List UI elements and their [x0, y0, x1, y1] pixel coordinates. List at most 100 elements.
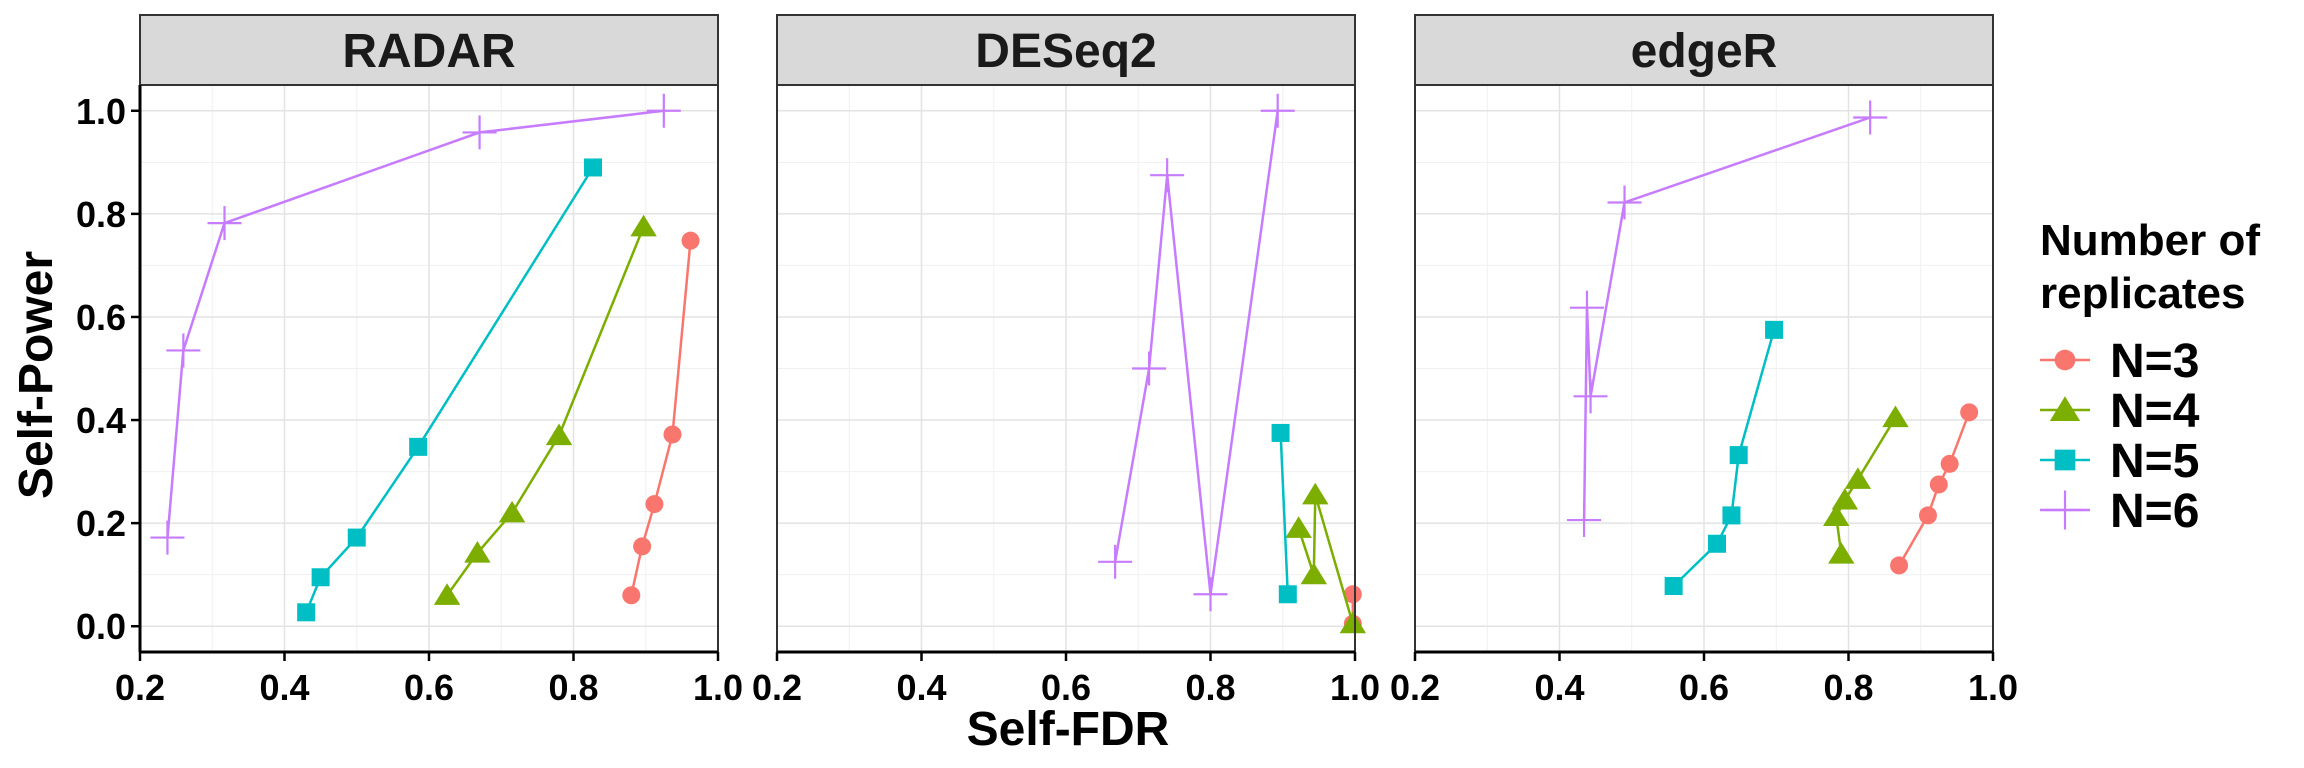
- data-point: [462, 115, 497, 150]
- legend-item-n4: N=4: [2040, 385, 2200, 438]
- legend-title: Number of: [2040, 216, 2260, 265]
- data-point: [1882, 405, 1909, 428]
- series-n6: [1098, 93, 1295, 612]
- data-point: [1193, 577, 1228, 612]
- data-point: [681, 231, 700, 250]
- x-tick-label: 0.8: [1185, 667, 1235, 708]
- data-point: [1132, 351, 1167, 386]
- x-tick-label: 0.8: [548, 667, 598, 708]
- data-point: [645, 495, 664, 514]
- y-tick-label: 0.0: [76, 606, 126, 647]
- data-point: [1285, 516, 1312, 538]
- data-point: [1940, 454, 1959, 473]
- facet-title: edgeR: [1631, 25, 1778, 78]
- data-point: [646, 93, 681, 128]
- y-tick-label: 0.4: [76, 400, 126, 441]
- data-point: [1708, 534, 1727, 553]
- series-n6: [150, 93, 681, 555]
- x-tick-label: 0.2: [115, 667, 165, 708]
- data-point: [150, 520, 185, 555]
- facet-title: RADAR: [342, 25, 515, 78]
- data-point: [663, 425, 682, 444]
- legend-key: [2049, 396, 2081, 422]
- data-point: [1150, 158, 1185, 193]
- data-point: [1844, 467, 1872, 489]
- series-n4: [1285, 482, 1367, 634]
- panels: RADAR 0.2 0.4 0.6 0.8 1.0 0.0 0.2 0.4 0.6 0.8 1.0 DE…: [76, 14, 2018, 708]
- series-n4: [433, 214, 657, 605]
- legend-key: [2054, 349, 2076, 371]
- series-line: [1297, 494, 1355, 624]
- data-point: [1278, 585, 1297, 604]
- y-tick-label: 0.2: [76, 503, 126, 544]
- x-tick-label: 0.4: [1534, 667, 1584, 708]
- panel-deseq2: DESeq2 0.2 0.4 0.6 0.8 1.0: [752, 14, 1380, 708]
- panel-edger: edgeR 0.2 0.4 0.6 0.8 1.0: [1390, 14, 2018, 708]
- legend-label: N=5: [2110, 435, 2199, 488]
- data-point: [630, 214, 657, 237]
- data-point: [1765, 320, 1784, 339]
- x-tick-label: 0.6: [404, 667, 454, 708]
- legend-label: N=6: [2110, 485, 2199, 538]
- x-tick-label: 0.4: [896, 667, 946, 708]
- x-tick-label: 0.8: [1823, 667, 1873, 708]
- data-point: [1302, 482, 1329, 505]
- x-tick-label: 1.0: [1968, 667, 2018, 708]
- legend-label: N=4: [2110, 385, 2200, 438]
- data-point: [1722, 506, 1741, 525]
- x-tick-label: 0.4: [259, 667, 309, 708]
- legend-key: [2054, 449, 2076, 471]
- data-point: [1664, 577, 1683, 596]
- data-point: [622, 586, 641, 605]
- series-n3: [1890, 403, 1979, 575]
- facet-strip: [139, 14, 719, 86]
- series-n5: [1271, 423, 1297, 604]
- data-point: [1853, 100, 1888, 135]
- data-point: [545, 423, 573, 446]
- data-point: [1567, 503, 1602, 538]
- legend-key: [2045, 490, 2085, 530]
- data-point: [1271, 423, 1290, 442]
- series-n6: [1567, 100, 1888, 538]
- data-point: [207, 206, 242, 241]
- legend-item-n3: N=3: [2040, 335, 2199, 388]
- legend-item-n6: N=6: [2040, 485, 2199, 538]
- x-tick-label: 1.0: [693, 667, 743, 708]
- x-tick-label: 0.6: [1679, 667, 1729, 708]
- facet-strip: [776, 14, 1356, 86]
- data-point: [1729, 446, 1748, 465]
- data-point: [584, 158, 603, 177]
- data-point: [464, 541, 491, 563]
- data-point: [633, 537, 652, 556]
- data-point: [1339, 611, 1367, 634]
- data-point: [498, 500, 526, 523]
- series-n4: [1823, 405, 1909, 564]
- data-point: [1300, 562, 1328, 585]
- y-tick-label: 0.8: [76, 194, 126, 235]
- series-n3: [622, 231, 700, 605]
- data-point: [1569, 290, 1604, 325]
- x-tick-label: 1.0: [1330, 667, 1380, 708]
- legend-label: N=3: [2110, 335, 2199, 388]
- data-point: [1960, 403, 1979, 422]
- y-tick-label: 0.6: [76, 297, 126, 338]
- data-point: [1890, 556, 1909, 575]
- series-line: [1279, 432, 1290, 595]
- series-n5: [297, 158, 603, 622]
- data-point: [166, 333, 201, 368]
- x-axis-title: Self-FDR: [967, 703, 1170, 756]
- facet-title: DESeq2: [975, 25, 1156, 78]
- legend-title: replicates: [2040, 269, 2245, 318]
- series-n5: [1664, 320, 1784, 596]
- data-point: [1343, 585, 1362, 604]
- data-point: [311, 568, 330, 587]
- panel-radar: RADAR 0.2 0.4 0.6 0.8 1.0 0.0 0.2 0.4 0.6 0.8 1.0: [76, 14, 743, 708]
- y-axis-title: Self-Power: [10, 251, 63, 499]
- data-point: [1929, 475, 1948, 494]
- data-point: [347, 528, 366, 547]
- data-point: [1260, 93, 1295, 128]
- x-tick-label: 0.2: [752, 667, 802, 708]
- data-point: [433, 583, 461, 605]
